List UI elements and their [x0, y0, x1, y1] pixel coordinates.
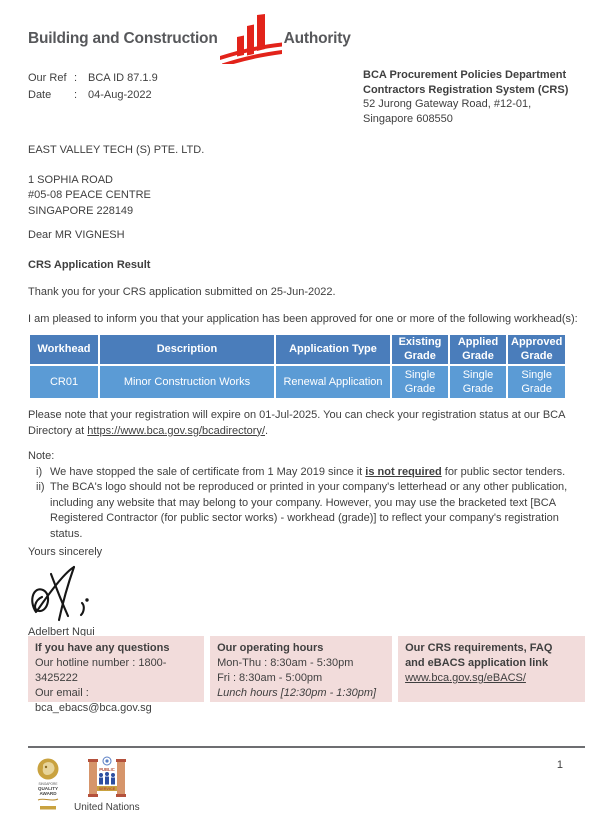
- date-value: 04-Aug-2022: [88, 89, 152, 101]
- table-header-row: Workhead Description Application Type Ex…: [28, 333, 568, 366]
- bca-logo: Building and Construction Authority: [28, 14, 585, 64]
- cell-applied-grade: Single Grade: [448, 364, 508, 400]
- note-i-before: We have stopped the sale of certificate …: [50, 465, 366, 478]
- our-ref-line: Our Ref : BCA ID 87.1.9: [28, 70, 158, 87]
- department-line: BCA Procurement Policies Department: [363, 69, 567, 81]
- recipient-address: 1 SOPHIA ROAD #05-08 PEACE CENTRE SINGAP…: [28, 173, 585, 220]
- cell-description: Minor Construction Works: [98, 364, 276, 400]
- workhead-table: Workhead Description Application Type Ex…: [28, 333, 568, 400]
- hours-title: Our operating hours: [217, 642, 324, 654]
- email-line: Our email : bca_ebacs@bca.gov.sg: [35, 687, 152, 714]
- table-row: CR01 Minor Construction Works Renewal Ap…: [28, 364, 568, 400]
- svg-text:AWARD: AWARD: [39, 791, 57, 796]
- note-ii-prefix: ii): [36, 481, 45, 493]
- un-caption: United Nations: [74, 802, 140, 813]
- signatory-name: Adelbert Ngui: [28, 625, 95, 638]
- ref-label: Our Ref: [28, 72, 67, 84]
- paragraph-expiry: Please note that your registration will …: [28, 408, 585, 439]
- note-i-text: We have stopped the sale of certificate …: [50, 465, 585, 481]
- footer-box-links: Our CRS requirements, FAQ and eBACS appl…: [398, 636, 585, 702]
- cell-existing-grade: Single Grade: [390, 364, 450, 400]
- cell-approved-grade: Single Grade: [505, 364, 568, 400]
- svg-text:SERVICE: SERVICE: [98, 787, 115, 791]
- paragraph-thank-you: Thank you for your CRS application submi…: [28, 286, 336, 298]
- reference-block: Our Ref : BCA ID 87.1.9 Date : 04-Aug-20…: [28, 70, 158, 104]
- header-workhead: Workhead: [28, 333, 100, 366]
- department-line: 52 Jurong Gateway Road, #12-01,: [363, 98, 532, 110]
- address-line: #05-08 PEACE CENTRE: [28, 189, 151, 201]
- department-line: Singapore 608550: [363, 112, 453, 125]
- expiry-period: .: [265, 424, 269, 437]
- header-description: Description: [98, 333, 276, 366]
- date-line: Date : 04-Aug-2022: [28, 87, 158, 104]
- date-colon: :: [74, 89, 78, 101]
- note-i-after: for public sector tenders.: [441, 465, 566, 478]
- signature-icon: [31, 565, 89, 621]
- svg-text:SINGAPORE: SINGAPORE: [39, 782, 58, 786]
- footer-box-hours: Our operating hours Mon-Thu : 8:30am - 5…: [210, 636, 393, 702]
- hours-monthu: Mon-Thu : 8:30am - 5:30pm: [217, 657, 354, 669]
- page-number: 1: [556, 759, 563, 771]
- valediction: Yours sincerely: [28, 546, 103, 558]
- recipient-company: EAST VALLEY TECH (S) PTE. LTD.: [28, 144, 205, 156]
- note-i-prefix: i): [36, 465, 43, 478]
- questions-title: If you have any questions: [35, 642, 170, 654]
- singapore-quality-award-logo: SINGAPORE QUALITY AWARD: [37, 758, 59, 810]
- note-label: Note:: [28, 450, 55, 462]
- svg-text:QUALITY: QUALITY: [38, 786, 58, 791]
- ebacs-link[interactable]: www.bca.gov.sg/eBACS/: [405, 672, 526, 684]
- address-line: 1 SOPHIA ROAD: [28, 173, 113, 186]
- paragraph-approved: I am pleased to inform you that your app…: [28, 312, 578, 325]
- header-applied-grade: Applied Grade: [448, 333, 508, 366]
- un-public-service-award-logo: PUBLIC SERVICE: [87, 756, 126, 797]
- note-i-emphasis: is not required: [365, 465, 442, 478]
- links-title-line1: Our CRS requirements, FAQ: [405, 642, 553, 654]
- hours-lunch: Lunch hours [12:30pm - 1:30pm]: [217, 687, 377, 699]
- note-item-i: i) We have stopped the sale of certifica…: [28, 465, 585, 481]
- header-existing-grade: Existing Grade: [390, 333, 450, 366]
- hours-fri: Fri : 8:30am - 5:00pm: [217, 672, 323, 684]
- svg-text:PUBLIC: PUBLIC: [99, 767, 115, 772]
- footer-info-boxes: If you have any questions Our hotline nu…: [28, 636, 585, 714]
- department-address: BCA Procurement Policies Department Cont…: [363, 68, 585, 126]
- header-application-type: Application Type: [274, 333, 392, 366]
- footer-box-questions: If you have any questions Our hotline nu…: [28, 636, 205, 714]
- ref-colon: :: [74, 72, 78, 84]
- expiry-text: Please note that your registration will …: [28, 409, 565, 437]
- cell-application-type: Renewal Application: [274, 364, 392, 400]
- note-item-ii: ii) The BCA's logo should not be reprodu…: [28, 480, 585, 542]
- date-label: Date: [28, 89, 52, 101]
- links-title-line2: and eBACS application link: [405, 657, 549, 669]
- header-approved-grade: Approved Grade: [505, 333, 568, 366]
- department-line: Contractors Registration System (CRS): [363, 83, 569, 96]
- footer-divider: [28, 746, 585, 748]
- salutation: Dear MR VIGNESH: [28, 229, 125, 241]
- logo-text-left: Building and Construction: [28, 30, 218, 48]
- letter-subject: CRS Application Result: [28, 258, 151, 271]
- bca-logo-icon: [219, 14, 282, 64]
- address-line: SINGAPORE 228149: [28, 204, 134, 217]
- bca-directory-link[interactable]: https://www.bca.gov.sg/bcadirectory/: [87, 424, 266, 437]
- note-ii-text: The BCA's logo should not be reproduced …: [50, 481, 568, 540]
- ref-value: BCA ID 87.1.9: [88, 72, 158, 84]
- hotline-line: Our hotline number : 1800-3425222: [35, 657, 167, 684]
- logo-text-right: Authority: [283, 30, 351, 48]
- cell-workhead: CR01: [28, 364, 100, 400]
